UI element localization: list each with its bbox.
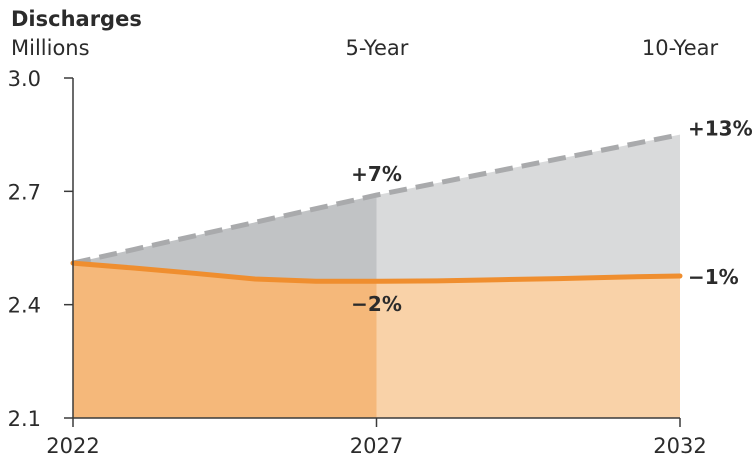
- area-10yr: [376, 275, 680, 418]
- range-band-10yr: [376, 134, 680, 282]
- x-tick-label: 2022: [46, 434, 99, 458]
- change-annotation: +13%: [688, 117, 753, 141]
- period-label-10yr: 10-Year: [642, 36, 719, 60]
- annotations-layer: +7% −2% +13% −1%: [351, 117, 753, 317]
- change-annotation: −1%: [688, 265, 739, 289]
- chart-title: Discharges: [11, 7, 142, 31]
- lines-layer: [70, 132, 683, 284]
- change-annotation: +7%: [351, 162, 402, 186]
- y-tick-label: 2.7: [8, 180, 41, 204]
- change-annotation: −2%: [351, 292, 402, 316]
- dashed-series-line: [72, 132, 681, 266]
- x-tick-label: 2027: [350, 434, 403, 458]
- range-band-5yr: [73, 195, 377, 282]
- y-tick-label: 3.0: [8, 67, 41, 91]
- areas-layer: [73, 134, 680, 418]
- y-axis-label: Millions: [11, 36, 90, 60]
- y-tick-label: 2.1: [8, 407, 41, 431]
- solid-series-line: [70, 260, 683, 284]
- x-tick-label: 2032: [653, 434, 706, 458]
- period-label-5yr: 5-Year: [346, 36, 409, 60]
- y-tick-label: 2.4: [8, 294, 41, 318]
- area-5yr: [73, 263, 377, 418]
